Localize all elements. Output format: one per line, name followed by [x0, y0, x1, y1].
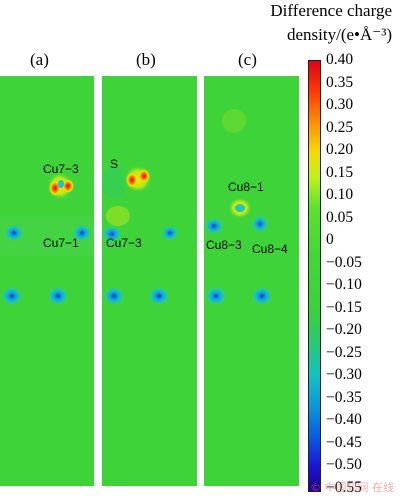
colorbar-tick: 0.10 — [326, 186, 354, 204]
watermark: © 中国知网 在线 — [310, 481, 394, 494]
panel-c-map — [204, 76, 299, 486]
annotation-cu8-3: Cu8−3 — [206, 238, 242, 252]
colorbar-tick: −0.25 — [326, 343, 362, 361]
panel-label-c: (c) — [238, 50, 257, 69]
annotation-s: S — [110, 157, 119, 171]
colorbar-tick: 0.05 — [326, 208, 354, 226]
colorbar-tick: −0.30 — [326, 366, 362, 384]
panel-b-map — [102, 76, 197, 486]
colorbar-tick: −0.35 — [326, 388, 362, 406]
panel-label-a: (a) — [30, 50, 49, 69]
panel-a-map — [0, 76, 94, 486]
annotation-cu7-1: Cu7−1 — [43, 236, 79, 250]
panel-label-b: (b) — [136, 50, 156, 69]
colorbar-tick: −0.50 — [326, 456, 362, 474]
colorbar-tick: 0.40 — [326, 51, 354, 68]
colorbar-tick: 0.35 — [326, 73, 354, 91]
colorbar-title-line2: density/(e•Å⁻³) — [287, 25, 392, 44]
colorbar-tick: 0.15 — [326, 163, 354, 181]
colorbar-tick: 0.30 — [326, 96, 354, 114]
colorbar-tick: 0.25 — [326, 118, 354, 136]
colorbar-tick: −0.15 — [326, 298, 362, 316]
colorbar-tick: −0.45 — [326, 433, 362, 451]
annotation-cu8-1: Cu8−1 — [228, 180, 264, 194]
colorbar-tick: −0.40 — [326, 411, 362, 429]
colorbar — [308, 60, 321, 492]
colorbar-tick: −0.05 — [326, 253, 362, 271]
annotation-cu7-3-a: Cu7−3 — [43, 162, 79, 176]
colorbar-tick: 0.20 — [326, 141, 354, 159]
colorbar-tick: −0.20 — [326, 321, 362, 339]
colorbar-title-line1: Difference charge — [270, 1, 392, 20]
annotation-cu8-4: Cu8−4 — [252, 242, 288, 256]
colorbar-tick: 0 — [326, 231, 334, 249]
colorbar-tick: −0.55 — [326, 479, 362, 496]
annotation-cu7-3-b: Cu7−3 — [106, 236, 142, 250]
colorbar-tick: −0.10 — [326, 276, 362, 294]
